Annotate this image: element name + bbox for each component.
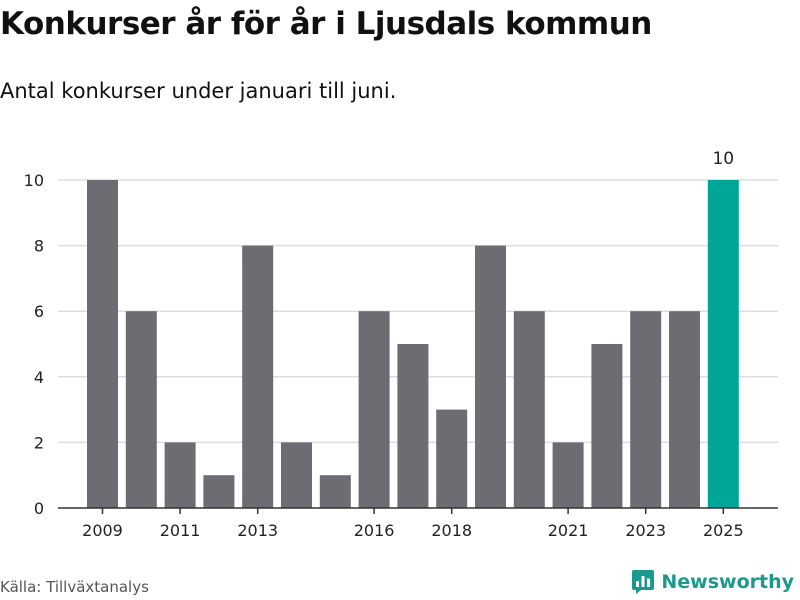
- x-tick-label: 2016: [354, 521, 395, 540]
- y-tick-label: 6: [34, 302, 44, 321]
- bar-2017: [397, 344, 429, 508]
- x-tick-label: 2011: [160, 521, 201, 540]
- bar-2010: [125, 311, 157, 508]
- x-tick-label: 2023: [625, 521, 666, 540]
- brand-name: Newsworthy: [661, 571, 794, 593]
- bars: [58, 180, 778, 509]
- y-tick-label: 0: [34, 499, 44, 518]
- source-note: Källa: Tillväxtanalys: [0, 578, 149, 596]
- chart-subtitle: Antal konkurser under januari till juni.: [0, 79, 397, 103]
- x-tick-label: 2025: [703, 521, 744, 540]
- y-tick-label: 8: [34, 237, 44, 256]
- bar-2012: [203, 475, 235, 508]
- bar-2021: [552, 442, 584, 508]
- y-axis-ticks: 0 2 4 6 8 10: [24, 171, 44, 518]
- data-labels: 10: [712, 149, 734, 169]
- bar-2013: [242, 245, 274, 508]
- x-tick-label: 2009: [82, 521, 123, 540]
- brand-logo[interactable]: Newsworthy: [631, 569, 794, 595]
- y-tick-label: 10: [24, 171, 44, 190]
- x-axis-ticks: 2009 2011 2013 2016 2018 2021 2023 2025: [82, 508, 744, 540]
- bar-chart: 0 2 4 6 8 10 2009 2011 2013 2016 2018 2021 2023 2025…: [24, 149, 778, 540]
- bar-2019: [475, 245, 506, 508]
- y-tick-label: 4: [34, 368, 44, 387]
- bar-2024: [669, 311, 700, 508]
- newsworthy-logo-icon: [632, 570, 655, 594]
- bar-2011: [164, 442, 196, 508]
- bar-2020: [513, 311, 545, 508]
- y-tick-label: 2: [34, 433, 44, 452]
- x-tick-label: 2013: [237, 521, 278, 540]
- bar-2014: [281, 442, 312, 508]
- bar-2009: [87, 180, 118, 508]
- bar-2015: [319, 475, 351, 508]
- bar-2022: [591, 344, 623, 508]
- bar-2016: [358, 311, 390, 508]
- bar-2018: [436, 409, 468, 508]
- chart-title: Konkurser år för år i Ljusdals kommun: [0, 6, 652, 42]
- bar-2023: [630, 311, 662, 508]
- x-tick-label: 2018: [431, 521, 472, 540]
- bar-2025: [707, 180, 739, 508]
- data-label: 10: [712, 149, 734, 169]
- x-tick-label: 2021: [548, 521, 589, 540]
